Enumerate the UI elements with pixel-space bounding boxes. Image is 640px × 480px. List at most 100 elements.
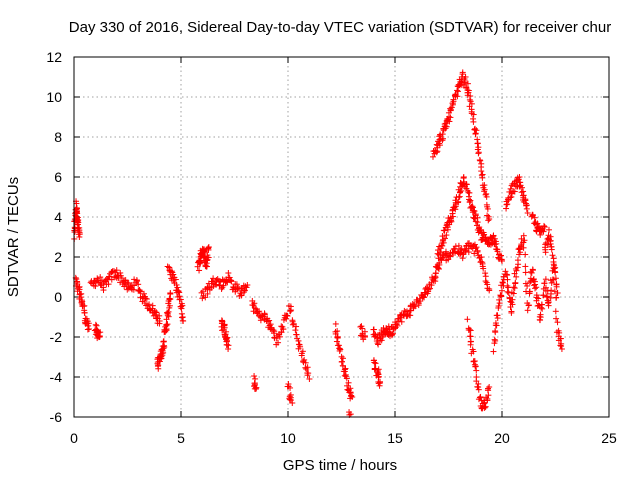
data-point: [125, 280, 132, 287]
data-point: [444, 224, 451, 231]
data-point: [552, 308, 559, 315]
data-point: [446, 113, 453, 120]
data-point: [440, 135, 447, 142]
data-point: [485, 385, 492, 392]
data-point: [520, 192, 527, 199]
data-point: [481, 182, 488, 189]
data-point: [284, 312, 291, 319]
data-point: [493, 322, 500, 329]
data-point: [478, 168, 485, 175]
data-point: [130, 286, 137, 293]
x-axis-label: GPS time / hours: [283, 457, 397, 474]
data-point: [516, 246, 523, 253]
data-point: [336, 345, 343, 352]
data-point: [176, 293, 183, 300]
data-point: [522, 197, 529, 204]
data-point: [541, 280, 548, 287]
data-point: [538, 304, 545, 311]
data-point: [454, 93, 461, 100]
data-point: [532, 285, 539, 292]
data-point: [504, 288, 511, 295]
data-point: [448, 217, 455, 224]
data-point: [289, 321, 296, 328]
data-point: [240, 289, 247, 296]
data-point: [461, 246, 468, 253]
data-point: [412, 303, 419, 310]
data-point: [535, 295, 542, 302]
data-point: [278, 329, 285, 336]
data-point: [398, 318, 405, 325]
data-point: [520, 232, 527, 239]
data-point: [220, 282, 227, 289]
data-point: [105, 281, 112, 288]
data-point: [177, 296, 184, 303]
data-point: [305, 370, 312, 377]
data-point: [522, 251, 529, 258]
data-point: [160, 338, 167, 345]
data-point: [436, 142, 443, 149]
data-point: [479, 405, 486, 412]
data-point: [167, 296, 174, 303]
data-point: [478, 172, 485, 179]
data-point: [421, 294, 428, 301]
data-point: [445, 256, 452, 263]
data-point: [518, 235, 525, 242]
data-point: [441, 227, 448, 234]
data-point: [225, 346, 232, 352]
data-point: [288, 397, 295, 404]
data-point: [459, 69, 466, 76]
data-point: [553, 315, 560, 322]
data-point: [92, 283, 99, 290]
data-point: [232, 288, 239, 295]
data-point: [507, 194, 514, 201]
data-point: [241, 287, 248, 294]
data-point: [486, 384, 493, 390]
data-point: [468, 100, 475, 107]
data-point: [473, 244, 480, 251]
data-point: [377, 380, 384, 386]
data-point: [467, 197, 474, 204]
data-point: [370, 326, 377, 333]
data-point: [499, 279, 506, 286]
plot-frame: [73, 56, 610, 418]
data-point: [140, 290, 147, 297]
data-point: [492, 327, 499, 334]
data-point: [498, 292, 505, 299]
data-point: [496, 296, 503, 303]
data-point: [476, 394, 483, 401]
data-point: [143, 295, 150, 302]
data-point: [251, 300, 258, 307]
data-point: [558, 340, 565, 347]
data-point: [556, 329, 563, 336]
data-point: [347, 389, 354, 396]
data-point: [339, 362, 346, 369]
data-point: [486, 216, 493, 222]
data-point: [471, 208, 478, 215]
data-point: [372, 360, 379, 367]
y-tick-label: 10: [46, 89, 62, 105]
data-point: [285, 381, 292, 388]
data-point: [449, 213, 456, 220]
data-point: [466, 189, 473, 196]
data-point: [375, 341, 382, 348]
data-point: [424, 290, 431, 297]
data-point: [434, 148, 441, 155]
data-point: [491, 336, 498, 343]
data-point: [482, 270, 489, 277]
data-point: [457, 80, 464, 87]
data-point: [443, 232, 450, 239]
data-point: [533, 294, 540, 301]
data-point: [136, 288, 143, 295]
data-point: [469, 204, 476, 211]
data-point: [443, 123, 450, 130]
data-point: [485, 392, 492, 399]
data-point: [215, 277, 222, 284]
data-point: [270, 327, 277, 334]
x-tick-label: 20: [494, 430, 510, 446]
data-point: [261, 311, 268, 318]
data-point: [502, 268, 509, 275]
y-axis-ticks: -6 -4 -2 0 2 4 6 8 10 12: [46, 49, 609, 425]
data-point: [494, 312, 501, 319]
data-point: [224, 341, 231, 348]
